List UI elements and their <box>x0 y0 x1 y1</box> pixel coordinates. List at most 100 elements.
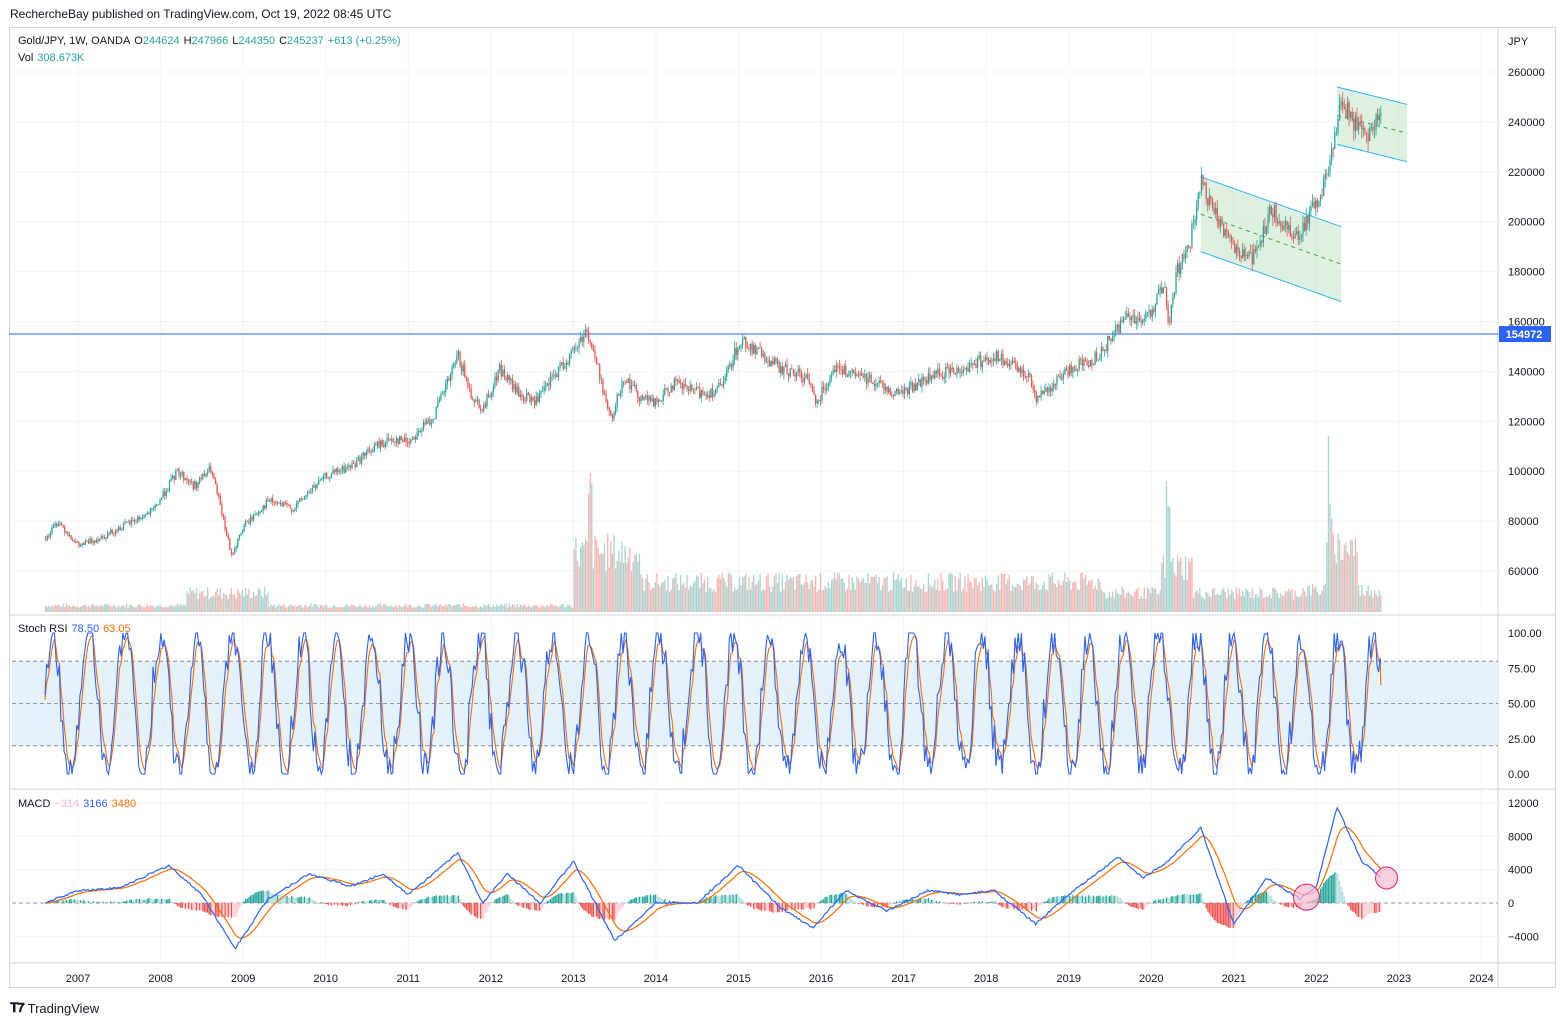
volume-bar <box>746 590 749 612</box>
volume-bar <box>514 607 517 612</box>
volume-bar <box>972 588 974 612</box>
macd-histogram-bar <box>508 896 510 903</box>
volume-bar <box>930 587 933 612</box>
volume-bar <box>419 606 421 612</box>
volume-bar <box>1361 585 1363 612</box>
macd-histogram-bar <box>813 903 815 909</box>
candle-body <box>773 358 776 365</box>
candle-body <box>1191 224 1193 248</box>
volume-bar <box>1326 542 1328 612</box>
candle-body <box>125 521 128 523</box>
volume-bar <box>1216 593 1218 612</box>
candle-body <box>972 363 974 365</box>
macd-histogram-bar <box>167 899 169 903</box>
macd-histogram-bar <box>430 897 433 903</box>
volume-bar <box>341 607 344 612</box>
macd-histogram-bar <box>276 894 279 903</box>
macd-histogram-bar <box>654 894 656 903</box>
candle-body <box>229 539 231 551</box>
candle-body <box>875 383 877 387</box>
candle-body <box>873 384 876 387</box>
volume-bar <box>840 578 842 612</box>
candle-body <box>199 477 201 483</box>
volume-bar <box>257 587 260 612</box>
macd-histogram-bar <box>1107 896 1109 903</box>
volume-bar <box>383 603 385 612</box>
macd-histogram-bar <box>1097 895 1099 903</box>
candle-body <box>684 383 687 386</box>
volume-bar <box>508 603 510 612</box>
macd-histogram-bar <box>1003 903 1006 907</box>
macd-histogram-bar <box>880 903 882 907</box>
candle-body <box>980 355 982 368</box>
candle-body <box>422 422 425 431</box>
volume-bar <box>202 590 204 612</box>
candle-body <box>64 527 66 533</box>
candle-body <box>279 503 282 504</box>
candle-body <box>564 366 566 369</box>
h-value: 247966 <box>191 35 229 47</box>
candle-body <box>170 477 172 482</box>
candle-body <box>899 392 901 395</box>
candle-body <box>414 437 417 440</box>
macd-histogram-bar <box>408 903 410 909</box>
volume-bar <box>1081 572 1084 612</box>
macd-histogram-bar <box>551 897 553 903</box>
macd-histogram-bar <box>959 903 961 905</box>
macd-histogram-bar <box>329 903 331 905</box>
volume-bar <box>1242 590 1244 612</box>
candle-body <box>340 470 342 472</box>
macd-histogram-bar <box>711 897 714 903</box>
volume-bar <box>149 604 152 612</box>
candle-body <box>559 363 561 368</box>
macd-histogram-bar <box>1361 903 1363 919</box>
macd-histogram-bar <box>1284 903 1287 907</box>
volume-bar <box>1075 582 1077 612</box>
macd-histogram-bar <box>1184 894 1187 903</box>
volume-bar <box>1089 581 1091 612</box>
volume-bar <box>1205 591 1207 612</box>
macd-histogram-bar <box>300 896 302 903</box>
candle-body <box>1011 360 1014 364</box>
candle-body <box>1018 367 1020 372</box>
volume-bar <box>878 576 880 612</box>
candle-body <box>1040 390 1042 398</box>
macd-tick-label: −4000 <box>1508 931 1539 943</box>
volume-bar <box>1054 583 1057 612</box>
macd-histogram-bar <box>380 900 382 903</box>
macd-histogram-bar <box>187 903 190 910</box>
volume-bar <box>989 584 991 612</box>
macd-histogram-bar <box>1335 872 1338 903</box>
candle-body <box>745 337 747 348</box>
candle-body <box>1100 347 1103 358</box>
volume-bar <box>286 607 288 612</box>
macd-histogram-bar <box>181 903 183 909</box>
candle-body <box>76 541 79 543</box>
volume-bar <box>708 588 710 612</box>
volume-bar <box>1018 584 1020 612</box>
macd-histogram-bar <box>714 895 717 903</box>
candle-body <box>637 390 639 398</box>
volume-bar <box>48 605 50 612</box>
volume-bar <box>815 575 817 612</box>
macd-histogram-bar <box>1345 901 1347 903</box>
candle-body <box>235 546 237 549</box>
macd-histogram-bar <box>397 903 399 909</box>
macd-histogram-bar <box>133 900 136 903</box>
candle-body <box>794 373 796 377</box>
candle-body <box>216 484 218 494</box>
macd-histogram-bar <box>557 893 560 903</box>
volume-bar <box>1115 588 1117 612</box>
volume-bar <box>591 483 593 612</box>
tradingview-brand[interactable]: 𝐓𝟕 TradingView <box>10 1000 99 1016</box>
macd-histogram-bar <box>426 897 428 903</box>
candle-body <box>795 372 798 377</box>
volume-bar <box>57 604 60 612</box>
stoch-k-value: 78.50 <box>71 623 100 635</box>
candle-body <box>719 382 722 385</box>
candle-body <box>383 444 385 447</box>
macd-histogram-bar <box>648 895 650 903</box>
macd-histogram-bar <box>743 902 745 903</box>
macd-histogram-bar <box>1329 875 1331 903</box>
